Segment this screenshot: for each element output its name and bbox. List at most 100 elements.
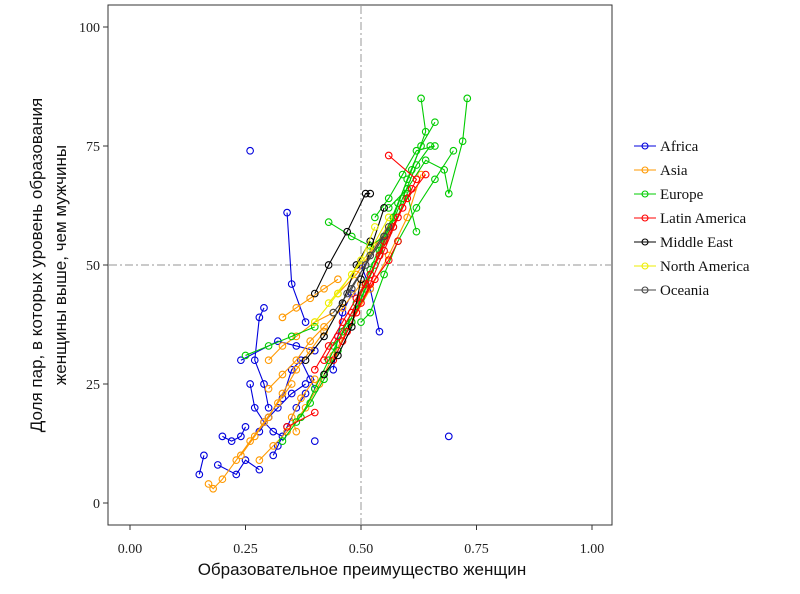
- data-point: [394, 213, 402, 222]
- data-point: [375, 251, 384, 260]
- legend-marker-icon: [641, 166, 649, 174]
- y-tick-label: 100: [79, 21, 100, 36]
- data-point: [292, 427, 301, 436]
- data-point: [361, 261, 370, 269]
- data-point: [264, 342, 273, 350]
- data-point: [283, 208, 291, 217]
- data-point: [366, 270, 375, 279]
- data-point: [209, 484, 218, 493]
- data-point: [371, 275, 379, 284]
- data-point: [384, 151, 393, 160]
- legend-item: Oceania: [634, 283, 709, 299]
- x-tick-label: 0.00: [118, 542, 143, 557]
- data-point: [324, 218, 333, 227]
- data-point: [431, 175, 439, 184]
- data-point: [301, 356, 310, 365]
- data-point: [264, 356, 273, 365]
- data-point: [320, 327, 328, 336]
- legend-label: Africa: [660, 139, 699, 155]
- x-axis-label: Образовательное преимущество женщин: [198, 560, 527, 579]
- data-point: [306, 375, 315, 384]
- data-point: [292, 303, 301, 312]
- data-point: [444, 189, 453, 198]
- x-tick-label: 0.25: [233, 542, 258, 557]
- data-point: [287, 280, 296, 288]
- data-point: [324, 261, 333, 269]
- data-point: [334, 332, 342, 341]
- data-point: [250, 356, 259, 365]
- data-point: [449, 146, 458, 155]
- data-point: [357, 256, 365, 265]
- legend-item: Europe: [634, 187, 704, 203]
- data-point: [260, 380, 268, 388]
- data-point: [380, 232, 388, 241]
- data-point: [250, 403, 259, 412]
- data-point: [273, 442, 282, 450]
- data-point: [310, 437, 319, 445]
- data-point: [384, 223, 393, 231]
- data-point: [463, 94, 472, 103]
- data-point: [310, 289, 319, 298]
- data-point: [241, 351, 250, 360]
- data-point: [431, 142, 439, 150]
- data-point: [403, 213, 412, 222]
- legend-marker-icon: [641, 190, 649, 198]
- data-point: [241, 456, 250, 465]
- data-point: [338, 303, 347, 312]
- data-point: [278, 342, 287, 350]
- trajectory-line: [286, 412, 316, 428]
- y-axis-label-line-2: женщины выше, чем мужчины: [51, 145, 70, 385]
- data-point: [320, 370, 328, 379]
- series-middle-east: [301, 189, 388, 379]
- data-point: [264, 413, 273, 422]
- data-point: [320, 375, 328, 384]
- data-point: [407, 184, 416, 193]
- data-point: [241, 422, 250, 431]
- data-point: [329, 351, 338, 360]
- trajectory-line: [240, 331, 325, 456]
- data-point: [380, 246, 388, 255]
- data-point: [417, 94, 425, 103]
- data-point: [287, 365, 296, 374]
- legend-label: Asia: [660, 163, 688, 179]
- data-point: [260, 303, 268, 312]
- legend-label: North America: [660, 259, 750, 275]
- x-tick-label: 0.75: [464, 542, 489, 557]
- legend-marker-icon: [641, 262, 649, 270]
- data-point: [458, 137, 467, 146]
- data-point: [412, 161, 421, 169]
- data-point: [310, 323, 319, 331]
- data-point: [287, 389, 296, 398]
- trajectory-line: [337, 217, 394, 294]
- data-point: [366, 280, 375, 288]
- y-tick-label: 25: [86, 378, 100, 393]
- data-point: [334, 275, 342, 284]
- trajectory-line: [268, 283, 362, 390]
- data-point: [310, 408, 319, 417]
- legend-marker-icon: [641, 214, 649, 222]
- data-point: [250, 432, 259, 441]
- data-point: [347, 232, 356, 241]
- data-point: [380, 270, 388, 279]
- data-point: [301, 403, 310, 412]
- data-point: [412, 227, 421, 236]
- data-point: [329, 365, 338, 374]
- data-point: [343, 289, 351, 298]
- data-point: [310, 384, 319, 393]
- y-tick-label: 50: [86, 259, 100, 274]
- data-point: [200, 451, 208, 460]
- data-point: [431, 118, 439, 127]
- data-point: [287, 413, 296, 422]
- data-point: [260, 418, 268, 426]
- data-point: [218, 475, 227, 484]
- y-tick-label: 75: [86, 140, 100, 155]
- data-point: [278, 370, 287, 379]
- data-point: [338, 308, 347, 317]
- legend-item: Africa: [634, 139, 699, 155]
- data-point: [366, 265, 375, 274]
- data-point: [237, 432, 245, 441]
- data-point: [343, 327, 351, 336]
- trajectory-line: [323, 207, 385, 375]
- data-point: [278, 313, 287, 322]
- data-point: [444, 432, 453, 441]
